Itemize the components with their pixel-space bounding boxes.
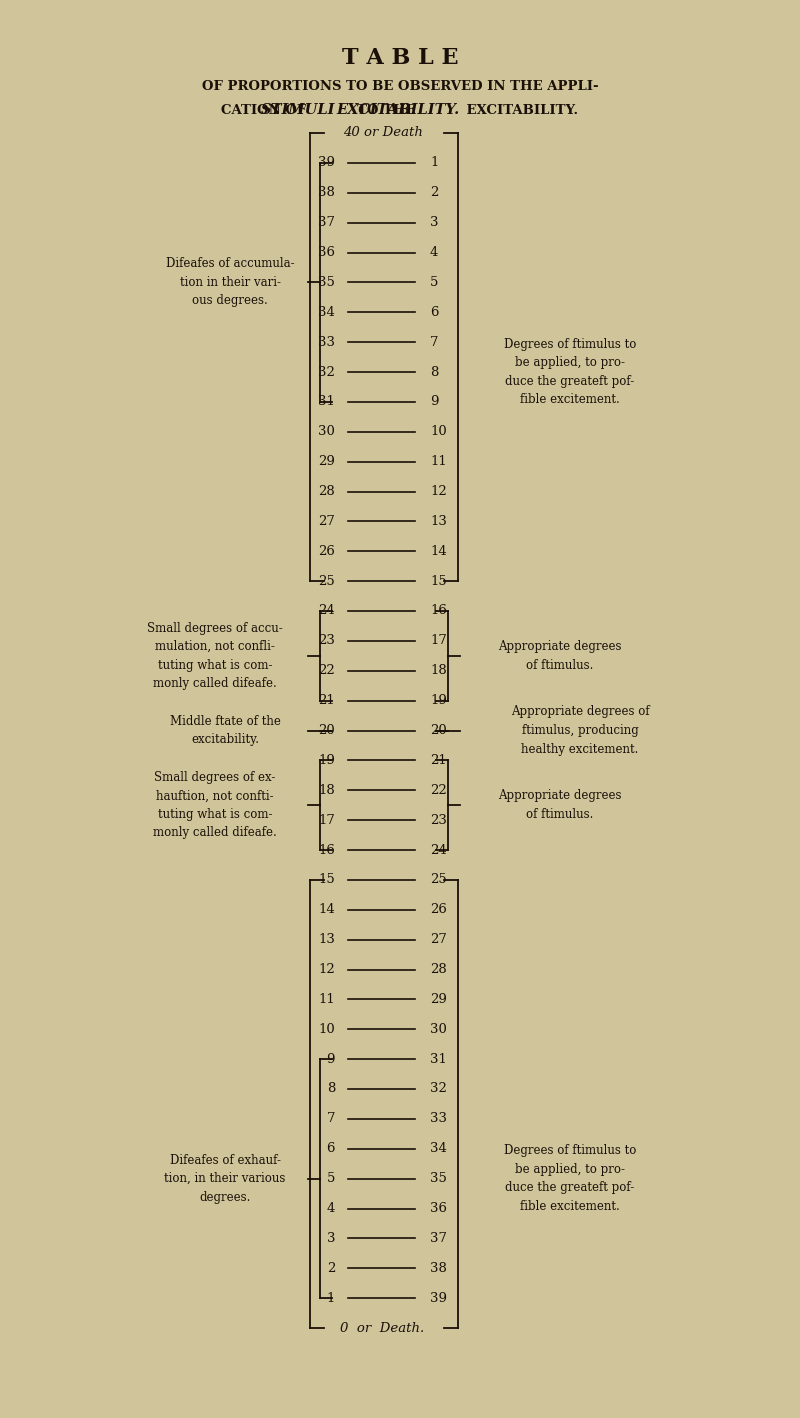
Text: 33: 33 — [318, 336, 335, 349]
Text: 17: 17 — [430, 634, 447, 648]
Text: 24: 24 — [430, 844, 446, 856]
Text: Appropriate degrees
of ftimulus.: Appropriate degrees of ftimulus. — [498, 640, 622, 672]
Text: 15: 15 — [318, 873, 335, 886]
Text: 10: 10 — [318, 1022, 335, 1035]
Text: 11: 11 — [430, 455, 446, 468]
Text: 12: 12 — [430, 485, 446, 498]
Text: 27: 27 — [318, 515, 335, 527]
Text: 21: 21 — [430, 754, 446, 767]
Text: EXCITABILITY.: EXCITABILITY. — [336, 104, 460, 118]
Text: 29: 29 — [430, 993, 447, 1005]
Text: 3: 3 — [430, 216, 438, 230]
Text: 35: 35 — [430, 1173, 447, 1185]
Text: Difeafes of accumula-
tion in their vari-
ous degrees.: Difeafes of accumula- tion in their vari… — [166, 258, 294, 308]
Text: 7: 7 — [430, 336, 438, 349]
Text: 40 or Death: 40 or Death — [342, 126, 422, 139]
Text: 18: 18 — [318, 784, 335, 797]
Text: 20: 20 — [318, 725, 335, 737]
Text: 8: 8 — [326, 1082, 335, 1096]
Text: Difeafes of exhauf-
tion, in their various
degrees.: Difeafes of exhauf- tion, in their vario… — [164, 1154, 286, 1204]
Text: 39: 39 — [430, 1292, 447, 1305]
Text: 23: 23 — [318, 634, 335, 648]
Text: Appropriate degrees
of ftimulus.: Appropriate degrees of ftimulus. — [498, 790, 622, 821]
Text: 23: 23 — [430, 814, 447, 827]
Text: 4: 4 — [326, 1202, 335, 1215]
Text: 11: 11 — [318, 993, 335, 1005]
Text: Small degrees of accu-
mulation, not confli-
tuting what is com-
monly called di: Small degrees of accu- mulation, not con… — [147, 621, 283, 691]
Text: 32: 32 — [430, 1082, 447, 1096]
Text: 35: 35 — [318, 277, 335, 289]
Text: 36: 36 — [318, 245, 335, 259]
Text: 13: 13 — [430, 515, 447, 527]
Text: 3: 3 — [326, 1232, 335, 1245]
Text: 22: 22 — [430, 784, 446, 797]
Text: 16: 16 — [318, 844, 335, 856]
Text: 10: 10 — [430, 425, 446, 438]
Text: 39: 39 — [318, 156, 335, 169]
Text: 36: 36 — [430, 1202, 447, 1215]
Text: 34: 34 — [430, 1143, 447, 1156]
Text: 30: 30 — [430, 1022, 447, 1035]
Text: 26: 26 — [430, 903, 447, 916]
Text: STIMULI: STIMULI — [261, 104, 335, 118]
Text: 6: 6 — [326, 1143, 335, 1156]
Text: 21: 21 — [318, 695, 335, 708]
Text: 19: 19 — [318, 754, 335, 767]
Text: 28: 28 — [318, 485, 335, 498]
Text: 9: 9 — [430, 396, 438, 408]
Text: 24: 24 — [318, 604, 335, 617]
Text: 28: 28 — [430, 963, 446, 976]
Text: 31: 31 — [430, 1052, 447, 1065]
Text: 37: 37 — [318, 216, 335, 230]
Text: 0  or  Death.: 0 or Death. — [340, 1322, 425, 1334]
Text: 38: 38 — [318, 186, 335, 200]
Text: Degrees of ftimulus to
be applied, to pro-
duce the greateft pof-
fible exciteme: Degrees of ftimulus to be applied, to pr… — [504, 337, 636, 406]
Text: 16: 16 — [430, 604, 447, 617]
Text: 12: 12 — [318, 963, 335, 976]
Text: Appropriate degrees of
ftimulus, producing
healthy excitement.: Appropriate degrees of ftimulus, produci… — [510, 706, 650, 756]
Text: 7: 7 — [326, 1112, 335, 1126]
Text: 25: 25 — [430, 873, 446, 886]
Text: 2: 2 — [430, 186, 438, 200]
Text: 26: 26 — [318, 545, 335, 557]
Text: 20: 20 — [430, 725, 446, 737]
Text: 6: 6 — [430, 306, 438, 319]
Text: Small degrees of ex-
hauftion, not confti-
tuting what is com-
monly called dife: Small degrees of ex- hauftion, not conft… — [153, 771, 277, 839]
Text: 34: 34 — [318, 306, 335, 319]
Text: 14: 14 — [430, 545, 446, 557]
Text: 14: 14 — [318, 903, 335, 916]
Text: 5: 5 — [430, 277, 438, 289]
Text: 30: 30 — [318, 425, 335, 438]
Text: T A B L E: T A B L E — [342, 47, 458, 69]
Text: OF PROPORTIONS TO BE OBSERVED IN THE APPLI-: OF PROPORTIONS TO BE OBSERVED IN THE APP… — [202, 79, 598, 92]
Text: 9: 9 — [326, 1052, 335, 1065]
Text: 25: 25 — [318, 574, 335, 587]
Text: 2: 2 — [326, 1262, 335, 1275]
Text: 17: 17 — [318, 814, 335, 827]
Text: 1: 1 — [430, 156, 438, 169]
Text: 37: 37 — [430, 1232, 447, 1245]
Text: 31: 31 — [318, 396, 335, 408]
Text: 33: 33 — [430, 1112, 447, 1126]
Text: 4: 4 — [430, 245, 438, 259]
Text: 18: 18 — [430, 664, 446, 678]
Text: 22: 22 — [318, 664, 335, 678]
Text: 27: 27 — [430, 933, 447, 946]
Text: 15: 15 — [430, 574, 446, 587]
Text: 19: 19 — [430, 695, 447, 708]
Text: Degrees of ftimulus to
be applied, to pro-
duce the greateft pof-
fible exciteme: Degrees of ftimulus to be applied, to pr… — [504, 1144, 636, 1212]
Text: 13: 13 — [318, 933, 335, 946]
Text: 38: 38 — [430, 1262, 447, 1275]
Text: 29: 29 — [318, 455, 335, 468]
Text: 8: 8 — [430, 366, 438, 379]
Text: CATION OF           TO THE           EXCITABILITY.: CATION OF TO THE EXCITABILITY. — [222, 104, 578, 116]
Text: 1: 1 — [326, 1292, 335, 1305]
Text: 32: 32 — [318, 366, 335, 379]
Text: 5: 5 — [326, 1173, 335, 1185]
Text: Middle ftate of the
excitability.: Middle ftate of the excitability. — [170, 715, 281, 746]
